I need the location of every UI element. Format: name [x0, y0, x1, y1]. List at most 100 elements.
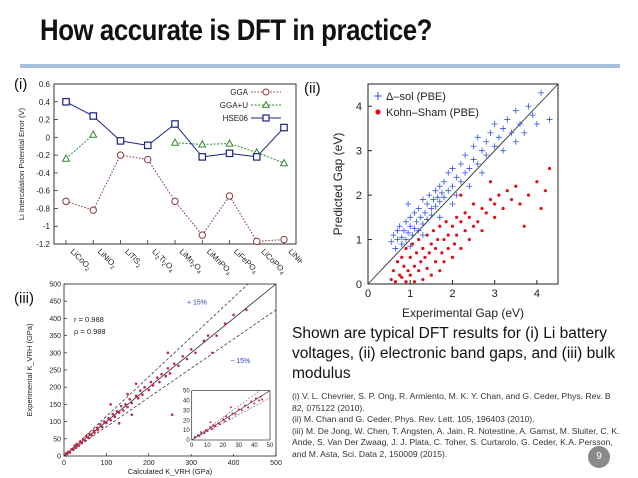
- data-point: [400, 227, 407, 234]
- data-point: [189, 348, 193, 351]
- data-point: [232, 313, 235, 317]
- y-tick-label: -0.2: [36, 151, 50, 160]
- data-point: [253, 237, 261, 246]
- data-point: [155, 376, 159, 379]
- data-point: [488, 197, 493, 202]
- data-point: [483, 152, 490, 159]
- legend-marker: [375, 109, 381, 115]
- data-point: [455, 233, 459, 237]
- plot-frame: [367, 83, 559, 285]
- legend-marker: [262, 114, 270, 122]
- x-tick-label: LiNiO2: [94, 247, 118, 271]
- data-point: [442, 237, 446, 242]
- data-point: [158, 380, 161, 384]
- y-tick-label: 0: [356, 279, 362, 291]
- inset-data-point: [234, 413, 237, 416]
- data-point: [500, 125, 507, 132]
- data-point: [117, 411, 121, 414]
- inset-y-tick-label: 30: [183, 408, 190, 414]
- y-tick-label: -0.4: [36, 169, 50, 178]
- data-point: [225, 192, 234, 200]
- data-point: [109, 418, 112, 422]
- data-point: [467, 215, 471, 219]
- inset-y-tick-label: 40: [183, 399, 190, 405]
- data-point: [107, 416, 110, 420]
- data-point: [168, 372, 172, 375]
- reference-ii: (ii) M. Chan and G. Ceder, Phys. Rev. Le…: [292, 414, 535, 425]
- annotation-rho: ρ = 0.988: [74, 327, 106, 336]
- legend-marker: [374, 92, 382, 100]
- data-point: [413, 218, 420, 225]
- inset-x-tick-label: 10: [204, 443, 211, 449]
- data-point: [533, 121, 540, 127]
- data-point: [452, 242, 457, 246]
- data-point: [484, 211, 488, 215]
- inset-data-point: [225, 415, 228, 418]
- data-point: [404, 280, 408, 284]
- data-point: [113, 415, 117, 419]
- data-point: [421, 246, 425, 251]
- data-point: [493, 215, 497, 219]
- band-gap-chart: 0 1 2 3 4 0 1 2 3 4 Experimental Gap (eV) Predicted…: [331, 83, 559, 320]
- data-point: [403, 236, 409, 243]
- y-tick-label: 250: [49, 368, 61, 375]
- data-point: [389, 277, 393, 282]
- annotation-plus: + 15%: [187, 300, 207, 307]
- data-point: [425, 233, 429, 237]
- x-axis-label: Experimental Gap (eV): [402, 306, 524, 320]
- inset-data-point: [247, 406, 250, 409]
- x-tick-label: 0: [365, 288, 371, 300]
- data-point: [88, 432, 91, 435]
- x-tick-label: 100: [101, 460, 113, 467]
- y-tick-label: 1: [356, 235, 362, 247]
- data-point: [479, 147, 485, 154]
- x-tick-label: LiTiS2: [122, 247, 145, 270]
- y-tick-label: 0.2: [39, 116, 51, 125]
- series-line-hse06: [65, 101, 285, 158]
- data-point: [412, 280, 417, 284]
- data-point: [128, 397, 132, 401]
- x-tick-label: 2: [449, 288, 455, 300]
- data-point: [419, 260, 423, 264]
- inset-data-point: [222, 418, 225, 421]
- data-point: [500, 147, 507, 154]
- y-tick-label: 0.4: [39, 98, 51, 107]
- data-point: [412, 264, 417, 268]
- inset-data-point: [240, 409, 243, 412]
- data-point: [438, 269, 442, 273]
- data-point: [512, 138, 519, 145]
- data-point: [144, 155, 152, 164]
- inset-y-tick-label: 20: [183, 418, 190, 424]
- data-point: [415, 227, 422, 234]
- data-point: [436, 214, 443, 221]
- data-point: [408, 273, 412, 277]
- inset-data-point: [250, 400, 253, 403]
- inset-data-point: [228, 417, 231, 420]
- data-point: [279, 158, 289, 167]
- inset-data-point: [212, 424, 215, 427]
- data-point: [434, 194, 441, 201]
- data-point: [130, 413, 134, 417]
- legend-marker: [262, 88, 270, 96]
- y-tick-label: 400: [49, 316, 61, 323]
- data-point: [111, 412, 115, 416]
- data-point: [546, 116, 553, 123]
- data-point: [403, 218, 409, 225]
- inset-y-tick-label: 0: [186, 438, 190, 444]
- inset-data-point: [196, 434, 199, 437]
- data-point: [491, 143, 498, 150]
- data-point: [529, 112, 536, 119]
- annotation-minus: − 15%: [230, 358, 250, 365]
- data-point: [421, 277, 425, 282]
- bulk-modulus-chart: 0 100 200 300 400 500050100150200250300350400…: [25, 282, 282, 477]
- data-point: [466, 165, 473, 172]
- data-point: [84, 434, 88, 438]
- data-point: [98, 423, 102, 426]
- data-point: [116, 151, 125, 159]
- data-point: [419, 196, 426, 203]
- inset-data-point: [198, 435, 201, 438]
- y-tick-label: 2: [356, 190, 362, 202]
- data-point: [89, 130, 98, 138]
- x-tick-label: 3: [492, 288, 498, 300]
- data-point: [400, 275, 404, 279]
